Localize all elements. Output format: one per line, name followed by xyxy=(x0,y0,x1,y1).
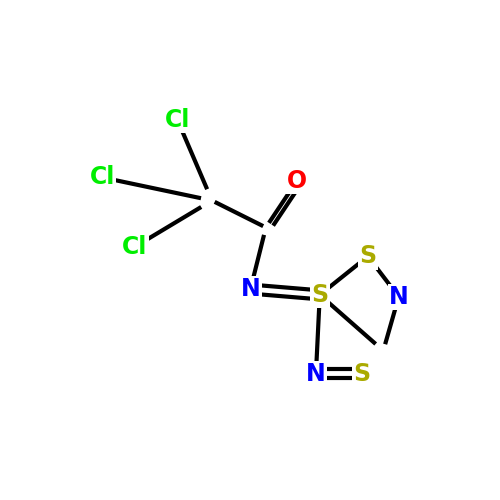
Text: S: S xyxy=(311,283,328,307)
Text: O: O xyxy=(286,170,306,194)
Text: Cl: Cl xyxy=(122,234,148,258)
Text: S: S xyxy=(360,244,376,268)
Text: N: N xyxy=(240,277,260,301)
Text: Cl: Cl xyxy=(164,108,190,132)
Text: S: S xyxy=(354,362,370,386)
Text: N: N xyxy=(389,285,408,309)
Text: N: N xyxy=(306,362,326,386)
Text: Cl: Cl xyxy=(90,166,115,190)
